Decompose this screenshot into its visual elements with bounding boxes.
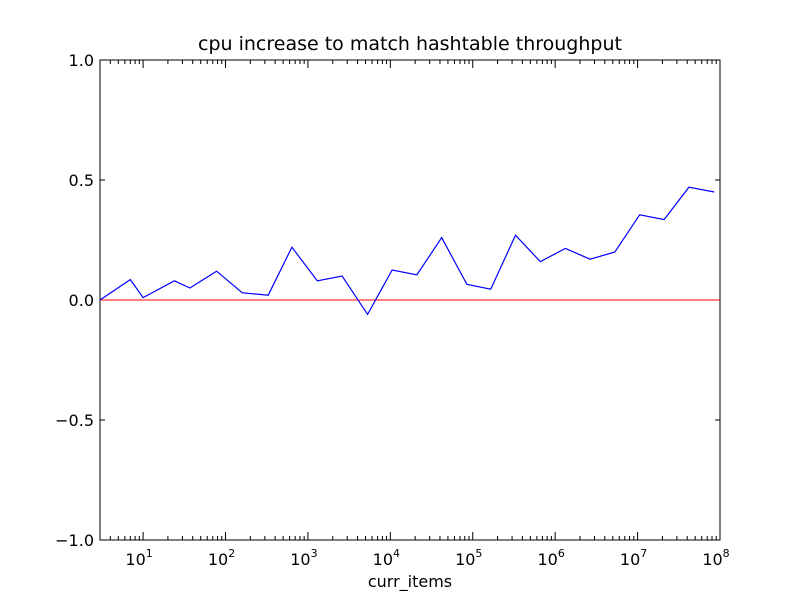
x-tick-label: 106	[537, 547, 564, 569]
chart-title: cpu increase to match hashtable throughp…	[198, 33, 622, 55]
y-tick-label: 1.0	[69, 51, 94, 70]
x-tick-label: 105	[455, 547, 482, 569]
x-tick-label: 107	[620, 547, 647, 569]
y-tick-label: −1.0	[55, 531, 94, 550]
x-tick-label: 104	[373, 547, 400, 569]
x-axis-ticks: 101 102 103 104 105 106 107 108	[99, 60, 730, 569]
series-line	[99, 186, 715, 316]
series-layer	[99, 186, 720, 316]
x-tick-label: 102	[208, 547, 235, 569]
x-tick-label: 108	[702, 547, 729, 569]
x-axis-label: curr_items	[368, 572, 452, 592]
x-tick-label: 103	[290, 547, 317, 569]
x-tick-label: 101	[125, 547, 152, 569]
y-tick-label: 0.0	[69, 291, 94, 310]
y-tick-label: −0.5	[55, 411, 94, 430]
y-axis-ticks: −1.0 −0.5 0.0 0.5 1.0	[55, 51, 720, 550]
y-tick-label: 0.5	[69, 171, 94, 190]
